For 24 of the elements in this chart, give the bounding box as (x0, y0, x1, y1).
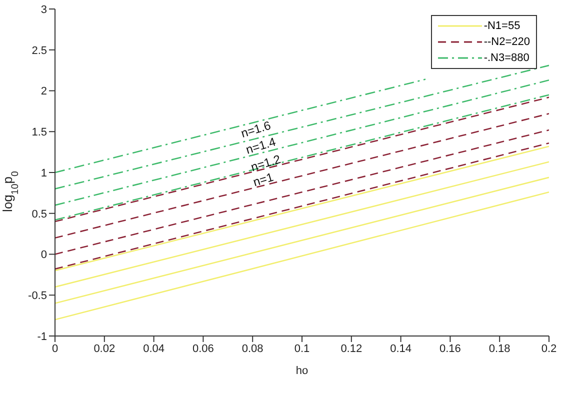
y-tick-label: -0.5 (28, 290, 47, 302)
y-tick-label: 0.5 (32, 208, 47, 220)
y-tick-label: 1.5 (32, 126, 47, 139)
legend-label: --N2=220 (484, 36, 530, 48)
x-tick-label: 0.16 (439, 342, 461, 355)
y-tick-label: 3 (40, 4, 47, 16)
x-tick-label: 0.06 (192, 342, 214, 355)
legend-label: -.N3=880 (484, 52, 530, 64)
x-tick-label: 0.1 (294, 342, 310, 355)
y-tick-label: 2.5 (32, 44, 47, 57)
y-tick-label: 0 (40, 249, 47, 262)
x-tick-label: 0.02 (94, 342, 116, 355)
y-tick-label: 2 (40, 86, 47, 98)
x-tick-label: 0.14 (390, 342, 412, 355)
x-axis-title: ho (296, 365, 308, 377)
x-tick-label: 0.12 (340, 342, 362, 355)
y-tick-label: 1 (40, 167, 47, 180)
x-tick-label: 0.18 (488, 342, 510, 355)
x-tick-label: 0.2 (541, 342, 557, 355)
x-tick-label: 0 (52, 342, 58, 355)
y-tick-label: -1 (37, 330, 47, 343)
x-tick-label: 0.08 (242, 342, 264, 355)
legend-label: -N1=55 (484, 20, 520, 32)
x-tick-label: 0.04 (143, 342, 165, 355)
